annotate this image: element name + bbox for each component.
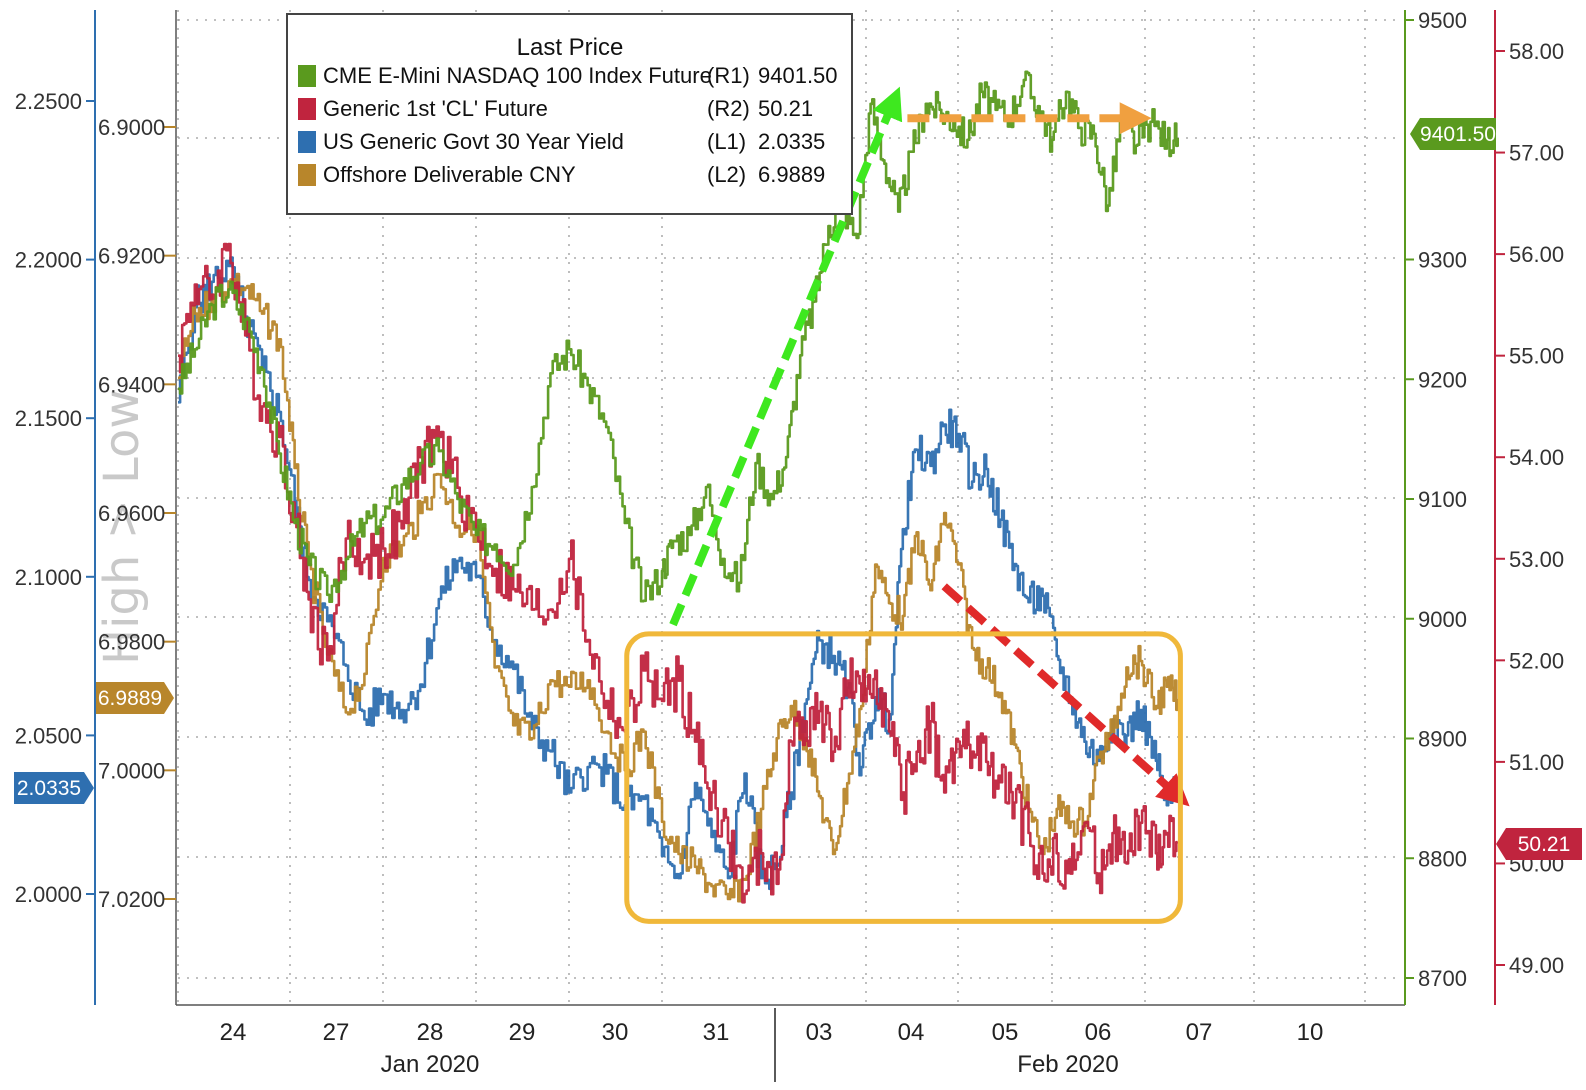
x-tick-label: 05 <box>992 1019 1019 1046</box>
r2-tick-label: 54.00 <box>1509 445 1564 470</box>
x-tick-label: 03 <box>806 1019 833 1046</box>
x-group-label: Jan 2020 <box>381 1051 480 1078</box>
legend-entry-name: Offshore Deliverable CNY <box>323 162 576 187</box>
r2-tick-label: 53.00 <box>1509 547 1564 572</box>
axes: 2.2500 2.2000 2.1500 2.1000 2.0500 2.0000 6.90… <box>15 8 1564 1006</box>
x-tick-label: 10 <box>1297 1019 1324 1046</box>
x-tick-label: 04 <box>898 1019 925 1046</box>
r2-tick-label: 58.00 <box>1509 39 1564 64</box>
legend-swatch <box>298 98 316 120</box>
badge-r2-text: 50.21 <box>1518 833 1571 856</box>
r1-tick-label: 8800 <box>1418 846 1467 871</box>
l2-tick-label: 6.9600 <box>98 501 165 526</box>
badge-l2-shape <box>96 682 174 714</box>
l1-tick-label: 2.2500 <box>15 89 82 114</box>
x-tick-label: 27 <box>323 1019 350 1046</box>
l1-tick-label: 2.2000 <box>15 248 82 273</box>
l2-tick-label: 6.9800 <box>98 630 165 655</box>
series-line-R2 <box>178 242 1179 904</box>
legend-entry-axis: (L1) <box>707 129 746 154</box>
r1-tick-label: 8700 <box>1418 966 1467 991</box>
r1-tick-label: 9000 <box>1418 607 1467 632</box>
l2-tick-label: 7.0000 <box>98 758 165 783</box>
legend-swatch <box>298 164 316 186</box>
x-axis: 24 27 28 29 30 31 03 04 05 06 07 10 Jan 2020 Feb 2020 <box>220 1008 1324 1082</box>
series-group <box>178 70 1179 904</box>
legend-entry-name: CME E-Mini NASDAQ 100 Index Future <box>323 63 712 88</box>
l1-tick-label: 2.1000 <box>15 565 82 590</box>
legend-entry-axis: (R1) <box>707 63 750 88</box>
badge-l1-shape <box>14 772 94 804</box>
badge-r1-shape <box>1410 118 1496 150</box>
r2-tick-label: 49.00 <box>1509 953 1564 978</box>
x-tick-label: 06 <box>1085 1019 1112 1046</box>
legend-entry-axis: (L2) <box>707 162 746 187</box>
r1-tick-label: 9500 <box>1418 8 1467 33</box>
l1-tick-label: 2.0500 <box>15 723 82 748</box>
x-group-label: Feb 2020 <box>1017 1051 1118 1078</box>
badge-l1-text: 2.0335 <box>17 777 81 800</box>
l2-tick-label: 7.0200 <box>98 887 165 912</box>
legend-swatch <box>298 65 316 87</box>
r2-tick-label: 57.00 <box>1509 141 1564 166</box>
legend-swatch <box>298 131 316 153</box>
r2-tick-label: 55.00 <box>1509 344 1564 369</box>
value-badges: 6.9889 2.0335 9401.50 50.21 <box>14 118 1582 860</box>
badge-r1-text: 9401.50 <box>1420 123 1496 146</box>
r1-tick-label: 8900 <box>1418 727 1467 752</box>
x-tick-label: 29 <box>509 1019 536 1046</box>
badge-l2-text: 6.9889 <box>98 687 162 710</box>
l2-tick-label: 6.9400 <box>98 372 165 397</box>
legend-title: Last Price <box>517 34 624 61</box>
annotations <box>624 86 1190 924</box>
x-tick-label: 07 <box>1186 1019 1213 1046</box>
r1-tick-label: 9100 <box>1418 487 1467 512</box>
series-line-L2 <box>178 272 1179 903</box>
r2-tick-label: 56.00 <box>1509 242 1564 267</box>
x-tick-label: 28 <box>417 1019 444 1046</box>
legend-entry-value: 2.0335 <box>758 129 825 154</box>
badge-r2-shape <box>1496 828 1582 860</box>
watermark-text: High > Low <box>94 389 150 665</box>
legend-box <box>286 13 853 215</box>
legend-entry-axis: (R2) <box>707 96 750 121</box>
x-tick-label: 31 <box>703 1019 730 1046</box>
highlight-box <box>624 631 1183 924</box>
r2-tick-label: 52.00 <box>1509 648 1564 673</box>
watermark: High > Low <box>94 389 150 665</box>
dashed-arrow <box>941 583 1190 807</box>
legend-entry-value: 6.9889 <box>758 162 825 187</box>
l1-tick-label: 2.1500 <box>15 406 82 431</box>
legend-entry-value: 50.21 <box>758 96 813 121</box>
r2-tick-label: 51.00 <box>1509 750 1564 775</box>
x-tick-label: 30 <box>602 1019 629 1046</box>
legend: Last Price CME E-Mini NASDAQ 100 Index F… <box>286 13 853 215</box>
legend-entry-value: 9401.50 <box>758 63 838 88</box>
l2-tick-label: 6.9000 <box>98 115 165 140</box>
r1-tick-label: 9200 <box>1418 367 1467 392</box>
legend-entry-name: Generic 1st 'CL' Future <box>323 96 548 121</box>
series-line-R1 <box>178 70 1179 603</box>
l1-tick-label: 2.0000 <box>15 882 82 907</box>
series-line-L1 <box>178 256 1179 891</box>
r1-tick-label: 9300 <box>1418 248 1467 273</box>
l2-tick-label: 6.9200 <box>98 244 165 269</box>
x-tick-label: 24 <box>220 1019 247 1046</box>
legend-entry-name: US Generic Govt 30 Year Yield <box>323 129 624 154</box>
